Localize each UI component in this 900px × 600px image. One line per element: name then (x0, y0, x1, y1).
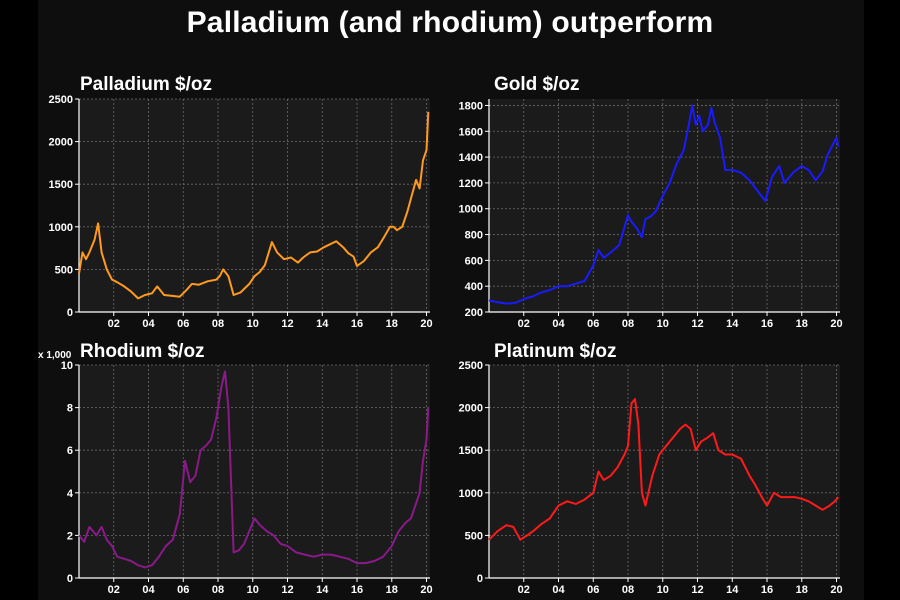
x-tick-label: 08 (622, 318, 634, 330)
x-tick-label: 10 (657, 318, 669, 330)
x-tick-label: 18 (796, 584, 808, 596)
y-tick-label: 1500 (459, 445, 483, 457)
x-tick-label: 02 (108, 584, 120, 596)
x-tick-label: 06 (587, 584, 599, 596)
y-tick-label: 1000 (49, 222, 73, 234)
y-tick-label: 1800 (459, 100, 483, 112)
y-tick-label: 2500 (459, 360, 483, 372)
x-tick-label: 20 (420, 584, 432, 596)
panel-title-palladium: Palladium $/oz (80, 74, 212, 95)
y-tick-label: 2000 (459, 403, 483, 415)
x-tick-label: 12 (691, 318, 703, 330)
x-tick-label: 04 (552, 318, 565, 330)
y-tick-label: 0 (67, 307, 73, 319)
x-tick-label: 18 (386, 584, 398, 596)
x-tick-label: 12 (691, 584, 703, 596)
y-tick-label: 1200 (459, 178, 483, 190)
x-tick-label: 08 (212, 318, 224, 330)
x-tick-label: 20 (830, 584, 842, 596)
x-tick-label: 02 (518, 318, 530, 330)
y-tick-label: 8 (67, 403, 73, 415)
x-tick-label: 06 (177, 584, 189, 596)
x-tick-label: 20 (830, 318, 842, 330)
x-tick-label: 16 (351, 584, 363, 596)
x-tick-label: 08 (622, 584, 634, 596)
x-tick-label: 20 (420, 318, 432, 330)
plot-area (489, 365, 840, 578)
y-tick-label: 1000 (459, 488, 483, 500)
y-tick-label: 200 (465, 307, 483, 319)
plot-area (79, 99, 430, 312)
y-tick-label: 500 (465, 530, 483, 542)
series-line-platinum (488, 398, 840, 541)
series-line-rhodium (78, 370, 430, 569)
y-tick-label: 0 (477, 573, 483, 585)
x-tick-label: 16 (761, 318, 773, 330)
x-tick-label: 16 (351, 318, 363, 330)
chart-gold: 200 400 600 800 1000 1200 1400 1600 1800 02 04 06 08… (459, 74, 843, 330)
panel-title-rhodium: Rhodium $/oz (80, 341, 205, 362)
y-tick-label: 1400 (459, 152, 483, 164)
x-tick-label: 18 (386, 318, 398, 330)
y-tick-label: 4 (67, 488, 74, 500)
plot-area (79, 365, 430, 578)
panel-title-platinum: Platinum $/oz (494, 341, 616, 362)
x-tick-label: 16 (761, 584, 773, 596)
chart-platinum: 0 500 1000 1500 2000 2500 02 04 06 08 10 12 14 16 18 20… (459, 341, 843, 596)
y-tick-label: 2500 (49, 94, 73, 106)
y-tick-label: 1600 (459, 126, 483, 138)
y-tick-label: 2000 (49, 137, 73, 149)
x-tick-label: 18 (796, 318, 808, 330)
y-tick-label: 10 (61, 360, 73, 372)
series-line-gold (488, 104, 840, 305)
y-tick-label: 800 (465, 230, 483, 242)
x-tick-label: 10 (247, 318, 259, 330)
x-tick-label: 10 (657, 584, 669, 596)
series-line-palladium (78, 111, 430, 300)
y-multiplier-label: x 1,000 (38, 350, 72, 361)
x-tick-label: 04 (142, 318, 155, 330)
x-tick-label: 14 (316, 318, 329, 330)
x-tick-label: 04 (552, 584, 565, 596)
x-tick-label: 06 (587, 318, 599, 330)
y-tick-label: 1500 (49, 179, 73, 191)
x-tick-label: 12 (281, 318, 293, 330)
x-tick-label: 14 (726, 584, 739, 596)
x-tick-label: 10 (247, 584, 259, 596)
x-tick-label: 02 (108, 318, 120, 330)
y-tick-label: 1000 (459, 204, 483, 216)
figure-title: Palladium (and rhodium) outperform (186, 6, 714, 39)
x-tick-label: 14 (726, 318, 739, 330)
x-tick-label: 08 (212, 584, 224, 596)
x-tick-label: 02 (518, 584, 530, 596)
plot-area (489, 99, 840, 312)
y-tick-label: 0 (67, 573, 73, 585)
x-tick-label: 06 (177, 318, 189, 330)
chart-palladium: 0 500 1000 1500 2000 2500 02 04 06 08 10 12 14 16 18 20… (49, 74, 433, 330)
x-tick-label: 12 (281, 584, 293, 596)
x-tick-label: 04 (142, 584, 155, 596)
y-tick-label: 500 (55, 264, 73, 276)
x-tick-label: 14 (316, 584, 329, 596)
panel-title-gold: Gold $/oz (494, 74, 580, 95)
y-tick-label: 600 (465, 255, 483, 267)
y-tick-label: 6 (67, 445, 73, 457)
y-tick-label: 2 (67, 530, 73, 542)
y-tick-label: 400 (465, 281, 483, 293)
